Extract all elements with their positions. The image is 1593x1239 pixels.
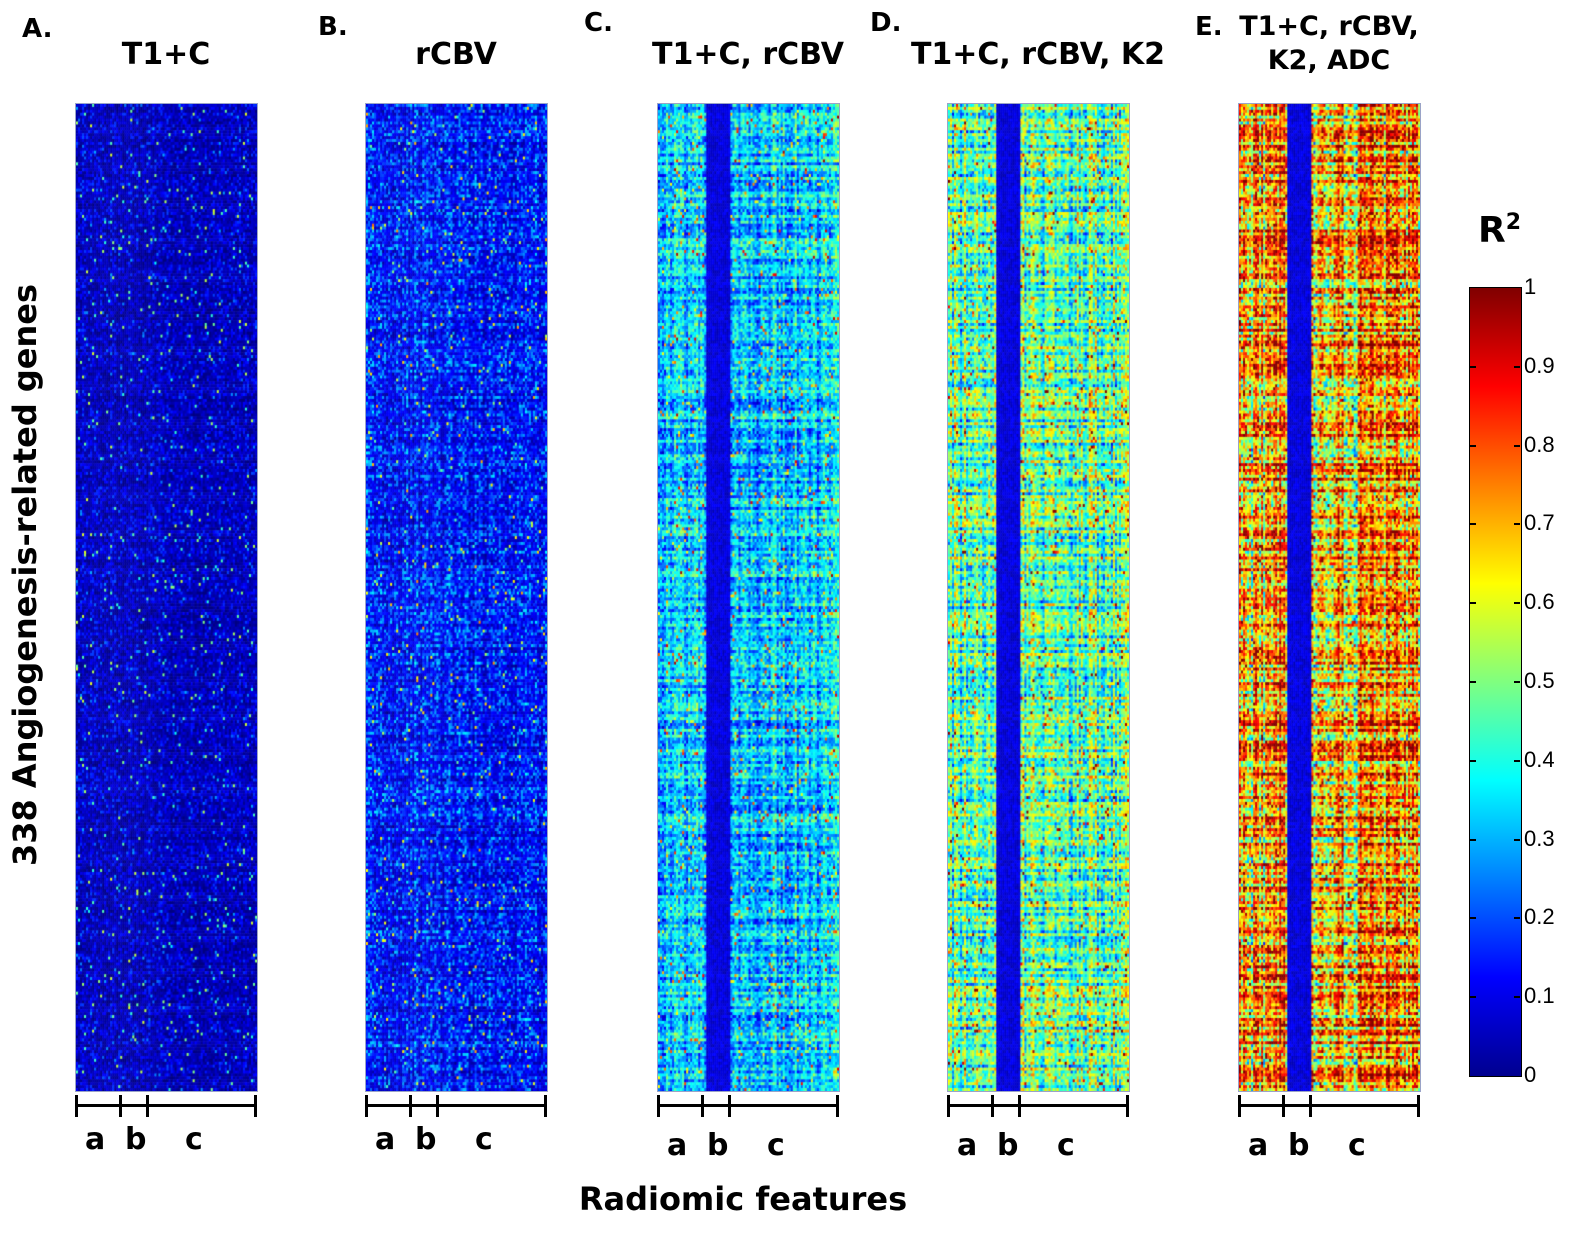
bracket-tick (146, 1095, 149, 1117)
panel-label: D. (870, 8, 902, 38)
bracket-tick (436, 1095, 439, 1117)
colorbar-tick (1470, 759, 1476, 762)
column-group-label-c: c (1057, 1128, 1075, 1163)
bracket-tick (254, 1095, 257, 1117)
colorbar-tick-label: 0.8 (1524, 431, 1555, 457)
colorbar-tick-label: 0.6 (1524, 589, 1555, 615)
column-group-label-b: b (125, 1122, 147, 1157)
bracket-tick (1238, 1095, 1241, 1117)
bracket-tick (1126, 1095, 1129, 1117)
colorbar-tick-label: 0.5 (1524, 668, 1555, 693)
panel-label: A. (22, 14, 53, 44)
colorbar-tick (1514, 365, 1520, 368)
colorbar-tick (1514, 917, 1520, 920)
column-group-label-a: a (1248, 1128, 1269, 1163)
column-group-bracket (75, 1095, 257, 1117)
heatmap-e (1238, 103, 1421, 1092)
bracket-tick (701, 1095, 704, 1117)
column-group-bracket (365, 1095, 547, 1117)
colorbar-tick-label: 1 (1524, 274, 1537, 299)
column-group-label-c: c (1348, 1128, 1366, 1163)
colorbar-tick-label: 0.2 (1524, 904, 1555, 930)
panel-label: E. (1195, 12, 1223, 42)
panel-title: T1+C, rCBV, K2, ADC (1239, 11, 1419, 76)
bracket-tick (947, 1095, 950, 1117)
colorbar-tick (1470, 444, 1476, 447)
bracket-tick (1018, 1095, 1021, 1117)
column-group-bracket (657, 1095, 839, 1117)
column-group-label-b: b (707, 1128, 729, 1163)
heatmap-c (657, 103, 840, 1092)
colorbar-tick (1470, 917, 1476, 920)
bracket-tick (1309, 1095, 1312, 1117)
panel-title: T1+C (121, 37, 211, 72)
column-group-label-a: a (957, 1128, 978, 1163)
colorbar-tick (1470, 996, 1476, 999)
bracket-line (75, 1104, 257, 1107)
colorbar-tick (1470, 602, 1476, 605)
panel-title: rCBV (415, 37, 497, 72)
heatmap-a (75, 103, 258, 1092)
colorbar-tick (1514, 602, 1520, 605)
colorbar-tick-label: 0.4 (1524, 746, 1555, 772)
column-group-label-a: a (85, 1122, 106, 1157)
column-group-bracket (1238, 1095, 1420, 1117)
bracket-tick (836, 1095, 839, 1117)
heatmap-b (365, 103, 548, 1092)
colorbar (1469, 287, 1522, 1077)
panel-title: T1+C, rCBV, K2 (910, 37, 1166, 72)
colorbar-tick-label: 0.9 (1524, 352, 1555, 378)
colorbar-title-superscript: 2 (1505, 210, 1522, 235)
column-group-label-c: c (767, 1128, 785, 1163)
colorbar-tick (1470, 523, 1476, 526)
column-group-label-a: a (667, 1128, 688, 1163)
bracket-line (657, 1104, 839, 1107)
colorbar-tick (1470, 365, 1476, 368)
column-group-label-a: a (375, 1122, 396, 1157)
bracket-tick (1417, 1095, 1420, 1117)
column-group-label-c: c (475, 1122, 493, 1157)
bracket-tick (1282, 1095, 1285, 1117)
colorbar-tick (1514, 523, 1520, 526)
column-group-label-b: b (997, 1128, 1019, 1163)
panel-label: B. (318, 12, 348, 42)
bracket-tick (119, 1095, 122, 1117)
heatmap-d (947, 103, 1130, 1092)
bracket-tick (728, 1095, 731, 1117)
y-axis-label: 338 Angiogenesis-related genes (6, 283, 44, 867)
bracket-line (1238, 1104, 1420, 1107)
bracket-tick (991, 1095, 994, 1117)
colorbar-title: R2 (1478, 210, 1521, 251)
bracket-tick (365, 1095, 368, 1117)
colorbar-tick (1514, 681, 1520, 683)
colorbar-tick-label: 0.1 (1524, 983, 1555, 1009)
bracket-tick (657, 1095, 660, 1117)
bracket-tick (75, 1095, 78, 1117)
bracket-tick (544, 1095, 547, 1117)
colorbar-tick-label: 0.3 (1524, 825, 1555, 851)
bracket-line (947, 1104, 1129, 1107)
column-group-label-b: b (1288, 1128, 1310, 1163)
colorbar-title-text: R (1478, 210, 1506, 251)
panel-title: T1+C, rCBV (651, 37, 844, 72)
column-group-bracket (947, 1095, 1129, 1117)
colorbar-tick (1470, 838, 1476, 841)
colorbar-tick-label: 0.7 (1524, 510, 1555, 536)
bracket-tick (409, 1095, 412, 1117)
colorbar-tick (1514, 838, 1520, 841)
column-group-label-c: c (185, 1122, 203, 1157)
colorbar-tick-label: 0 (1524, 1062, 1537, 1087)
column-group-label-b: b (415, 1122, 437, 1157)
bracket-line (365, 1104, 547, 1107)
panel-label: C. (584, 8, 613, 38)
x-axis-label: Radiomic features (578, 1180, 908, 1218)
colorbar-tick (1514, 759, 1520, 762)
colorbar-tick (1514, 996, 1520, 999)
colorbar-tick (1514, 444, 1520, 447)
colorbar-tick (1470, 681, 1476, 683)
